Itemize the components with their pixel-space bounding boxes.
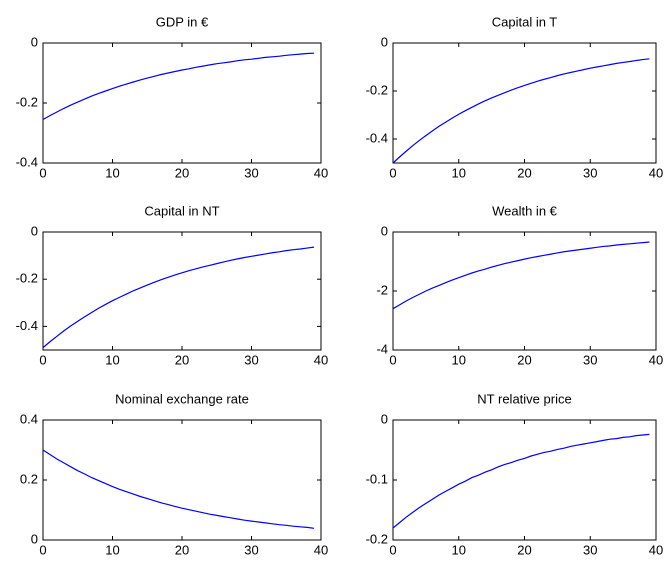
y-tick-label: -4 xyxy=(376,341,388,356)
x-tick-label: 0 xyxy=(39,542,46,557)
y-tick-label: 0.2 xyxy=(20,471,38,486)
data-line xyxy=(392,433,650,529)
y-tick-label: -0.2 xyxy=(366,531,388,546)
plot-area xyxy=(42,231,322,351)
x-tick-label: 10 xyxy=(452,542,466,557)
subplot-title: Nominal exchange rate xyxy=(115,391,249,406)
y-tick-label: -0.2 xyxy=(16,271,38,286)
y-tick-label: 0 xyxy=(381,34,388,49)
subplot-title: Capital in T xyxy=(492,14,558,29)
y-tick-label: 0 xyxy=(31,34,38,49)
subplot-title: Capital in NT xyxy=(144,203,219,218)
x-tick-label: 10 xyxy=(452,165,466,180)
x-tick-label: 20 xyxy=(175,542,189,557)
x-tick-label: 30 xyxy=(244,542,258,557)
y-tick-label: -0.2 xyxy=(366,82,388,97)
subplot-title: Wealth in € xyxy=(492,203,558,218)
y-tick-label: 0 xyxy=(31,223,38,238)
x-tick-label: 10 xyxy=(105,352,119,367)
x-tick-label: 40 xyxy=(314,165,328,180)
x-tick-label: 20 xyxy=(175,165,189,180)
plot-area xyxy=(392,231,657,351)
plot-area xyxy=(392,419,657,541)
x-tick-label: 0 xyxy=(389,352,396,367)
x-tick-label: 20 xyxy=(517,165,531,180)
x-tick-label: 20 xyxy=(517,542,531,557)
x-tick-label: 10 xyxy=(105,542,119,557)
y-tick-label: -0.4 xyxy=(366,130,388,145)
x-tick-label: 10 xyxy=(105,165,119,180)
x-tick-label: 30 xyxy=(583,542,597,557)
subplot-title: GDP in € xyxy=(156,14,209,29)
y-tick-label: 0 xyxy=(31,531,38,546)
subplot-title: NT relative price xyxy=(477,391,571,406)
y-tick-label: -0.2 xyxy=(16,94,38,109)
data-line xyxy=(392,58,650,164)
y-tick-label: 0 xyxy=(381,223,388,238)
data-line xyxy=(42,246,315,349)
x-tick-label: 30 xyxy=(583,165,597,180)
x-tick-label: 0 xyxy=(39,165,46,180)
x-tick-label: 40 xyxy=(649,165,663,180)
y-tick-label: -2 xyxy=(376,282,388,297)
x-tick-label: 0 xyxy=(39,352,46,367)
data-line xyxy=(42,52,315,121)
x-tick-label: 40 xyxy=(314,542,328,557)
y-tick-label: 0.4 xyxy=(20,411,38,426)
x-tick-label: 40 xyxy=(649,352,663,367)
x-tick-label: 40 xyxy=(314,352,328,367)
x-tick-label: 40 xyxy=(649,542,663,557)
x-tick-label: 0 xyxy=(389,542,396,557)
y-tick-label: -0.1 xyxy=(366,471,388,486)
y-tick-label: -0.4 xyxy=(16,154,38,169)
x-tick-label: 20 xyxy=(517,352,531,367)
x-tick-label: 0 xyxy=(389,165,396,180)
plot-area xyxy=(392,42,657,164)
x-tick-label: 20 xyxy=(175,352,189,367)
x-tick-label: 30 xyxy=(244,352,258,367)
plot-area xyxy=(42,419,322,541)
x-tick-label: 10 xyxy=(452,352,466,367)
x-tick-label: 30 xyxy=(583,352,597,367)
plot-area xyxy=(42,42,322,164)
data-line xyxy=(42,449,315,529)
y-tick-label: -0.4 xyxy=(16,318,38,333)
data-line xyxy=(392,241,650,310)
y-tick-label: 0 xyxy=(381,411,388,426)
x-tick-label: 30 xyxy=(244,165,258,180)
